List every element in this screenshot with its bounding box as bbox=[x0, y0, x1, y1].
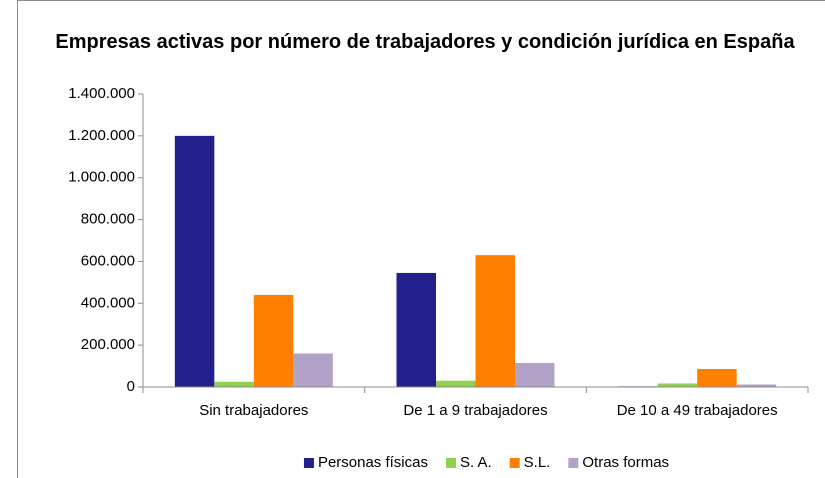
bar bbox=[436, 380, 476, 387]
legend-item: Otras formas bbox=[568, 454, 669, 471]
bar bbox=[174, 135, 215, 387]
bar bbox=[736, 384, 777, 387]
y-tick-label: 200.000 bbox=[81, 336, 135, 353]
x-tick-label: De 1 a 9 trabajadores bbox=[403, 402, 547, 419]
legend-label: Personas físicas bbox=[318, 454, 428, 471]
legend-item: S.L. bbox=[509, 454, 551, 471]
y-tick-label: 0 bbox=[127, 378, 135, 395]
legend-swatch bbox=[568, 458, 579, 468]
legend-label: S.L. bbox=[524, 454, 551, 471]
legend-item: S. A. bbox=[445, 454, 492, 471]
x-tick-label: Sin trabajadores bbox=[199, 402, 308, 419]
x-tick-label: De 10 a 49 trabajadores bbox=[617, 402, 778, 419]
y-tick-label: 800.000 bbox=[81, 211, 135, 228]
bar bbox=[475, 255, 515, 387]
y-tick-label: 600.000 bbox=[81, 252, 135, 269]
bar bbox=[657, 383, 698, 387]
bar bbox=[293, 353, 333, 387]
y-tick-label: 1.200.000 bbox=[68, 127, 135, 144]
legend-label: Otras formas bbox=[582, 454, 669, 471]
bar bbox=[253, 294, 294, 387]
chart-title: Empresas activas por número de trabajado… bbox=[55, 31, 795, 53]
y-tick-label: 400.000 bbox=[81, 294, 135, 311]
bar bbox=[697, 369, 737, 387]
y-tick-label: 1.000.000 bbox=[68, 169, 135, 186]
bar bbox=[396, 272, 436, 387]
bar bbox=[214, 381, 254, 387]
legend-item: Personas físicas bbox=[303, 454, 428, 471]
legend-swatch bbox=[509, 458, 520, 468]
y-tick-label: 1.400.000 bbox=[68, 85, 135, 102]
legend-swatch bbox=[445, 458, 456, 468]
bar bbox=[515, 362, 555, 387]
legend-swatch bbox=[303, 458, 314, 468]
chart-frame bbox=[17, 0, 825, 478]
legend-label: S. A. bbox=[460, 454, 492, 471]
